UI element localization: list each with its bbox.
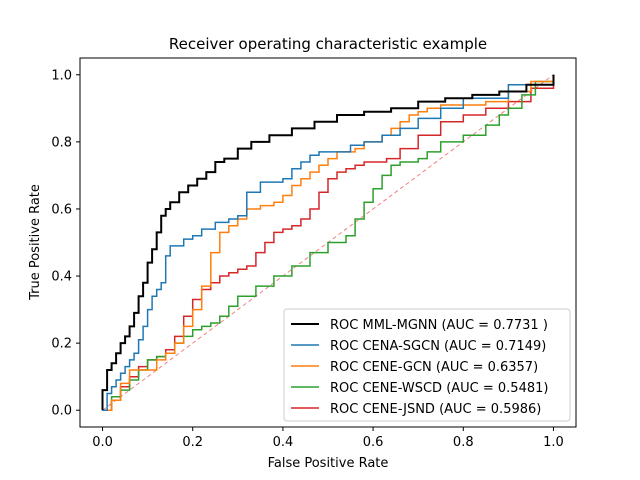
x-tick-label: 0.0 bbox=[92, 435, 113, 450]
series-line-1 bbox=[102, 74, 555, 411]
series-line-3 bbox=[102, 74, 555, 411]
y-tick-label: 0.4 bbox=[51, 270, 72, 285]
x-tick-label: 0.6 bbox=[363, 435, 384, 450]
legend-box bbox=[283, 308, 571, 422]
legend-label-0: ROC MML-MGNN (AUC = 0.7731 ) bbox=[330, 318, 548, 333]
series-line-0 bbox=[101, 74, 555, 411]
x-tick-label: 1.0 bbox=[543, 435, 564, 450]
series-layer bbox=[101, 74, 555, 411]
x-tick-label: 0.8 bbox=[453, 435, 474, 450]
legend-label-1: ROC CENA-SGCN (AUC = 0.7149) bbox=[330, 339, 546, 354]
x-tick-label: 0.2 bbox=[182, 435, 203, 450]
y-tick-label: 0.8 bbox=[51, 135, 72, 150]
legend-label-2: ROC CENE-GCN (AUC = 0.6357) bbox=[330, 360, 538, 375]
chart-title: Receiver operating characteristic exampl… bbox=[169, 35, 487, 53]
x-axis-ticks: 0.0 0.2 0.4 0.6 0.8 1.0 bbox=[92, 427, 564, 450]
x-axis-label: False Positive Rate bbox=[268, 456, 389, 471]
y-axis-ticks: 0.0 0.2 0.4 0.6 0.8 1.0 bbox=[51, 68, 80, 419]
legend: ROC MML-MGNN (AUC = 0.7731 ) ROC CENA-SGC… bbox=[283, 308, 571, 422]
axes-frame bbox=[79, 57, 577, 428]
y-axis-label: True Positive Rate bbox=[28, 184, 43, 301]
legend-label-3: ROC CENE-WSCD (AUC = 0.5481) bbox=[330, 381, 548, 396]
series-line-2 bbox=[102, 74, 555, 411]
y-tick-label: 0.6 bbox=[51, 202, 72, 217]
legend-label-4: ROC CENE-JSND (AUC = 0.5986) bbox=[330, 402, 541, 417]
plot-area bbox=[101, 74, 555, 411]
y-tick-label: 1.0 bbox=[51, 68, 72, 83]
x-tick-label: 0.4 bbox=[273, 435, 294, 450]
y-tick-label: 0.2 bbox=[51, 337, 72, 352]
y-tick-label: 0.0 bbox=[51, 404, 72, 419]
